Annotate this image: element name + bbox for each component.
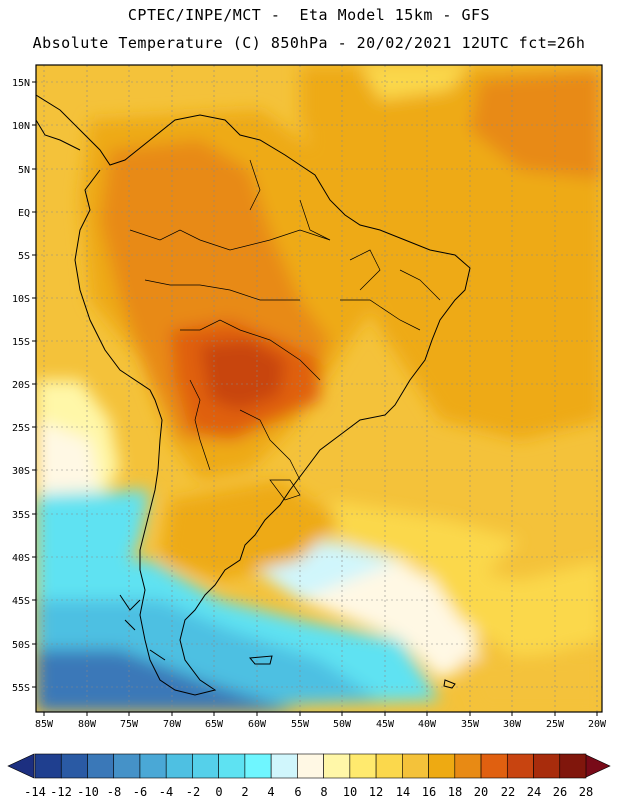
colorbar-segment <box>34 753 62 779</box>
colorbar-segment <box>218 753 246 779</box>
lat-label: 30S <box>12 466 30 477</box>
colorbar-label: 24 <box>527 785 541 799</box>
lon-label: 25W <box>546 719 565 730</box>
colorbar-label: 6 <box>294 785 301 799</box>
lat-label: 25S <box>12 423 30 434</box>
colorbar-segment <box>323 753 351 779</box>
colorbar-label: 2 <box>241 785 248 799</box>
lon-label: 65W <box>205 719 224 730</box>
coastline <box>36 94 471 696</box>
axis-ticks <box>32 81 598 716</box>
colorbar-segment <box>533 753 561 779</box>
graticule <box>36 65 602 712</box>
lon-label: 45W <box>376 719 395 730</box>
lat-label: 50S <box>12 640 30 651</box>
colorbar: -14 -12 -10 -8 -6 -4 -2 0 2 4 6 8 10 12 … <box>7 753 611 799</box>
colorbar-label: 26 <box>553 785 567 799</box>
colorbar-segment <box>297 753 324 779</box>
lat-label: 5S <box>18 251 30 262</box>
colorbar-label: 14 <box>396 785 410 799</box>
colorbar-segment <box>428 753 456 779</box>
map-title-line1: CPTEC/INPE/MCT - Eta Model 15km - GFS <box>127 6 491 24</box>
colorbar-segment <box>270 753 298 779</box>
colorbar-segment <box>454 753 482 779</box>
colorbar-label: -10 <box>77 785 99 799</box>
lat-label: 35S <box>12 510 30 521</box>
colorbar-segment <box>60 753 88 779</box>
colorbar-label: -4 <box>159 785 173 799</box>
colorbar-label: 28 <box>579 785 593 799</box>
colorbar-segment <box>139 753 167 779</box>
colorbar-label: -8 <box>107 785 121 799</box>
colorbar-overflow-arrow <box>583 753 611 779</box>
colorbar-segment <box>244 753 272 779</box>
map-title-line2: Absolute Temperature (C) 850hPa - 20/02/… <box>32 34 586 52</box>
colorbar-label: 0 <box>215 785 222 799</box>
colorbar-label: -6 <box>133 785 147 799</box>
lon-label: 75W <box>120 719 139 730</box>
lat-label: 55S <box>12 683 30 694</box>
colorbar-label: 10 <box>343 785 357 799</box>
colorbar-label: 18 <box>448 785 462 799</box>
lon-label: 55W <box>291 719 310 730</box>
country-borders <box>129 159 441 501</box>
lat-label: 10S <box>12 294 30 305</box>
colorbar-segment <box>192 753 219 779</box>
lat-label: 20S <box>12 380 30 391</box>
colorbar-label: -2 <box>186 785 200 799</box>
lat-label: 10N <box>12 121 30 132</box>
colorbar-segment <box>559 753 587 779</box>
colorbar-label: 8 <box>320 785 327 799</box>
colorbar-segment <box>87 753 115 779</box>
colorbar-segment <box>165 753 193 779</box>
colorbar-segment <box>402 753 429 779</box>
lon-label: 30W <box>503 719 522 730</box>
colorbar-label: -14 <box>24 785 46 799</box>
lon-label: 50W <box>333 719 352 730</box>
colorbar-segment <box>113 753 141 779</box>
lat-label: EQ <box>18 208 30 219</box>
map-frame <box>35 64 603 713</box>
colorbar-label: 12 <box>369 785 383 799</box>
lon-label: 40W <box>418 719 437 730</box>
lon-label: 20W <box>588 719 607 730</box>
lon-label: 35W <box>461 719 480 730</box>
lat-label: 45S <box>12 596 30 607</box>
colorbar-underflow-arrow <box>7 753 35 779</box>
colorbar-label: -12 <box>50 785 72 799</box>
colorbar-label: 20 <box>474 785 488 799</box>
lon-label: 70W <box>163 719 182 730</box>
lon-label: 85W <box>35 719 54 730</box>
colorbar-segment <box>506 753 534 779</box>
temperature-field <box>36 65 602 712</box>
lat-label: 15S <box>12 337 30 348</box>
colorbar-label: 4 <box>267 785 274 799</box>
colorbar-label: 16 <box>422 785 436 799</box>
colorbar-segment <box>375 753 403 779</box>
colorbar-segment <box>349 753 377 779</box>
latitude-labels: 15N 10N 5N EQ 5S 10S 15S 20S 25S 30S 35S… <box>12 78 30 694</box>
lon-label: 60W <box>248 719 267 730</box>
lat-label: 5N <box>18 165 30 176</box>
colorbar-label: 22 <box>501 785 515 799</box>
lat-label: 15N <box>12 78 30 89</box>
lon-label: 80W <box>78 719 97 730</box>
lat-label: 40S <box>12 553 30 564</box>
longitude-labels: 85W 80W 75W 70W 65W 60W 55W 50W 45W 40W … <box>35 719 607 730</box>
colorbar-segment <box>480 753 508 779</box>
